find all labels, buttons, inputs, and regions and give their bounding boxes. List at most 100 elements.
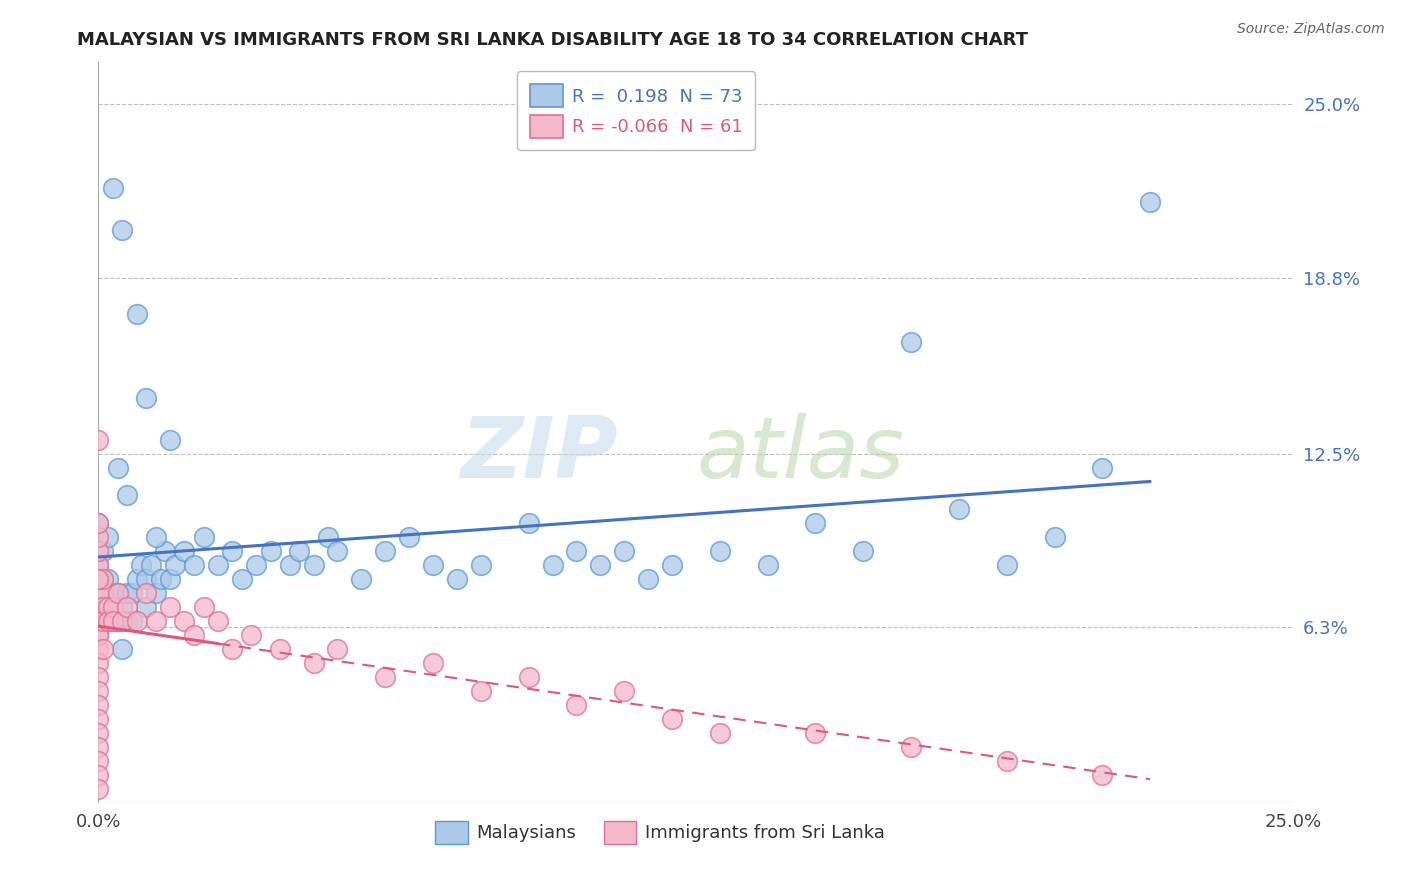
Point bbox=[87, 614, 110, 628]
Point bbox=[374, 544, 396, 558]
Point bbox=[709, 726, 731, 740]
Point bbox=[1043, 530, 1066, 544]
Point bbox=[159, 433, 181, 447]
Point bbox=[107, 586, 129, 600]
Point bbox=[87, 781, 110, 796]
Point bbox=[259, 544, 281, 558]
Point bbox=[149, 572, 172, 586]
Point bbox=[87, 726, 110, 740]
Point bbox=[87, 586, 110, 600]
Point bbox=[231, 572, 253, 586]
Point bbox=[125, 307, 148, 321]
Point bbox=[350, 572, 373, 586]
Point bbox=[87, 642, 110, 657]
Point bbox=[159, 572, 181, 586]
Point bbox=[470, 558, 492, 573]
Point bbox=[995, 754, 1018, 768]
Point bbox=[135, 600, 157, 615]
Point bbox=[111, 642, 134, 657]
Text: ZIP: ZIP bbox=[461, 413, 619, 496]
Point bbox=[125, 614, 148, 628]
Point bbox=[183, 558, 205, 573]
Point bbox=[183, 628, 205, 642]
Point bbox=[87, 739, 110, 754]
Point bbox=[121, 614, 143, 628]
Point bbox=[326, 544, 349, 558]
Point bbox=[565, 698, 588, 712]
Point bbox=[87, 656, 110, 670]
Point bbox=[87, 768, 110, 782]
Point bbox=[1139, 195, 1161, 210]
Point bbox=[115, 586, 138, 600]
Point bbox=[1091, 460, 1114, 475]
Point bbox=[111, 614, 134, 628]
Point bbox=[900, 334, 922, 349]
Point bbox=[316, 530, 339, 544]
Point bbox=[97, 614, 120, 628]
Point bbox=[111, 600, 134, 615]
Point bbox=[637, 572, 659, 586]
Point bbox=[422, 558, 444, 573]
Point bbox=[87, 684, 110, 698]
Point bbox=[173, 614, 195, 628]
Point bbox=[91, 614, 114, 628]
Point bbox=[278, 558, 301, 573]
Point bbox=[91, 600, 114, 615]
Point bbox=[87, 558, 110, 573]
Point bbox=[541, 558, 564, 573]
Point bbox=[302, 558, 325, 573]
Point bbox=[470, 684, 492, 698]
Point bbox=[995, 558, 1018, 573]
Point bbox=[87, 530, 110, 544]
Point bbox=[97, 572, 120, 586]
Point bbox=[446, 572, 468, 586]
Point bbox=[613, 544, 636, 558]
Point bbox=[97, 614, 120, 628]
Point bbox=[101, 614, 124, 628]
Point bbox=[756, 558, 779, 573]
Point bbox=[145, 530, 167, 544]
Point bbox=[115, 614, 138, 628]
Point bbox=[709, 544, 731, 558]
Point bbox=[207, 614, 229, 628]
Point bbox=[221, 642, 243, 657]
Legend: Malaysians, Immigrants from Sri Lanka: Malaysians, Immigrants from Sri Lanka bbox=[423, 808, 897, 856]
Point bbox=[91, 572, 114, 586]
Point bbox=[240, 628, 263, 642]
Point bbox=[101, 181, 124, 195]
Point bbox=[374, 670, 396, 684]
Point bbox=[207, 558, 229, 573]
Point bbox=[517, 516, 540, 531]
Point bbox=[145, 614, 167, 628]
Point bbox=[87, 628, 110, 642]
Point bbox=[565, 544, 588, 558]
Text: Source: ZipAtlas.com: Source: ZipAtlas.com bbox=[1237, 22, 1385, 37]
Point bbox=[139, 558, 162, 573]
Point bbox=[91, 642, 114, 657]
Point bbox=[145, 586, 167, 600]
Point bbox=[91, 586, 114, 600]
Point bbox=[101, 614, 124, 628]
Point bbox=[159, 600, 181, 615]
Point bbox=[107, 586, 129, 600]
Point bbox=[107, 460, 129, 475]
Point bbox=[804, 516, 827, 531]
Point bbox=[131, 558, 153, 573]
Point bbox=[589, 558, 612, 573]
Point bbox=[245, 558, 267, 573]
Point bbox=[115, 488, 138, 502]
Point bbox=[155, 544, 177, 558]
Point bbox=[135, 586, 157, 600]
Point bbox=[661, 712, 683, 726]
Point bbox=[97, 530, 120, 544]
Point bbox=[87, 698, 110, 712]
Point bbox=[900, 739, 922, 754]
Point bbox=[87, 516, 110, 531]
Point bbox=[87, 670, 110, 684]
Point bbox=[661, 558, 683, 573]
Point bbox=[87, 572, 110, 586]
Point bbox=[87, 600, 110, 615]
Text: MALAYSIAN VS IMMIGRANTS FROM SRI LANKA DISABILITY AGE 18 TO 34 CORRELATION CHART: MALAYSIAN VS IMMIGRANTS FROM SRI LANKA D… bbox=[77, 31, 1028, 49]
Point bbox=[173, 544, 195, 558]
Point bbox=[91, 544, 114, 558]
